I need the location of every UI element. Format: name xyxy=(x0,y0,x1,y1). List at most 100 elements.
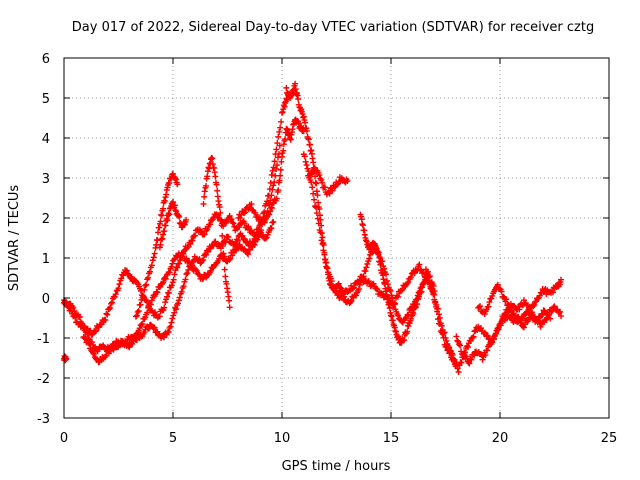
data-point xyxy=(85,339,92,346)
data-point xyxy=(486,299,493,306)
data-point xyxy=(187,240,194,247)
plot-frame xyxy=(63,57,610,419)
data-point xyxy=(199,257,206,264)
data-point xyxy=(302,119,309,126)
data-point xyxy=(389,295,396,302)
data-point xyxy=(331,284,338,291)
data-point xyxy=(266,201,273,208)
data-point xyxy=(278,158,285,165)
data-point xyxy=(200,275,207,282)
data-point xyxy=(507,307,514,314)
data-point xyxy=(312,203,319,210)
data-point xyxy=(178,288,185,295)
data-point xyxy=(302,158,309,165)
data-point xyxy=(277,172,284,179)
y-tick-label: -3 xyxy=(37,412,50,427)
data-point xyxy=(492,330,499,337)
data-point xyxy=(151,250,158,257)
data-point xyxy=(270,218,277,225)
data-point xyxy=(171,256,178,263)
data-point xyxy=(182,276,189,283)
data-point xyxy=(160,279,167,286)
data-point xyxy=(334,181,341,188)
data-point xyxy=(164,217,171,224)
data-point xyxy=(393,292,400,299)
data-point xyxy=(234,237,241,244)
data-point xyxy=(160,334,167,341)
data-point xyxy=(434,308,441,315)
data-point xyxy=(227,255,234,262)
data-point xyxy=(174,181,181,188)
data-point xyxy=(458,359,465,366)
data-point xyxy=(124,270,131,277)
data-point xyxy=(226,213,233,220)
data-point xyxy=(140,293,147,300)
data-point xyxy=(204,173,211,180)
data-point xyxy=(319,240,326,247)
data-point xyxy=(477,303,484,310)
data-point xyxy=(157,241,164,248)
data-point xyxy=(303,162,310,169)
data-point xyxy=(455,369,462,376)
data-point xyxy=(350,284,357,291)
data-point xyxy=(168,282,175,289)
data-point xyxy=(252,209,259,216)
data-point xyxy=(176,294,183,301)
x-tick-label: 5 xyxy=(169,431,177,446)
data-point xyxy=(218,222,225,229)
data-point xyxy=(156,313,163,320)
data-point xyxy=(426,279,433,286)
data-point xyxy=(106,347,113,354)
data-point xyxy=(533,298,540,305)
data-point xyxy=(111,293,118,300)
data-point xyxy=(404,328,411,335)
data-point xyxy=(470,333,477,340)
data-point xyxy=(267,208,274,215)
data-point xyxy=(107,346,114,353)
data-point xyxy=(154,289,161,296)
data-point xyxy=(169,260,176,267)
data-point xyxy=(356,281,363,288)
data-point xyxy=(464,344,471,351)
data-point xyxy=(70,304,77,311)
data-point xyxy=(456,341,463,348)
data-point xyxy=(318,177,325,184)
data-point xyxy=(547,315,554,322)
data-point xyxy=(241,210,248,217)
data-point xyxy=(244,250,251,257)
data-point xyxy=(324,265,331,272)
data-point xyxy=(277,124,284,131)
data-point xyxy=(268,225,275,232)
data-point xyxy=(410,310,417,317)
data-point xyxy=(314,215,321,222)
data-point xyxy=(228,216,235,223)
data-point xyxy=(537,323,544,330)
data-point xyxy=(137,287,144,294)
data-point xyxy=(236,224,243,231)
data-point xyxy=(135,307,142,314)
x-tick-label: 15 xyxy=(383,431,400,446)
data-point xyxy=(454,365,461,372)
data-point xyxy=(166,269,173,276)
data-point xyxy=(168,319,175,326)
data-point xyxy=(165,328,172,335)
data-point xyxy=(549,307,556,314)
y-tick-label: 6 xyxy=(42,52,50,67)
data-point xyxy=(209,265,216,272)
data-point xyxy=(496,285,503,292)
data-point xyxy=(401,337,408,344)
data-point xyxy=(439,331,446,338)
data-point xyxy=(216,204,223,211)
data-point xyxy=(275,133,282,140)
data-point xyxy=(482,352,489,359)
data-point xyxy=(312,173,319,180)
data-point xyxy=(307,141,314,148)
data-point xyxy=(530,315,537,322)
data-point xyxy=(280,147,287,154)
data-point xyxy=(515,314,522,321)
data-point xyxy=(261,219,268,226)
data-point xyxy=(165,290,172,297)
data-point xyxy=(203,182,210,189)
data-point xyxy=(107,304,114,311)
y-tick-label: 2 xyxy=(42,212,50,227)
